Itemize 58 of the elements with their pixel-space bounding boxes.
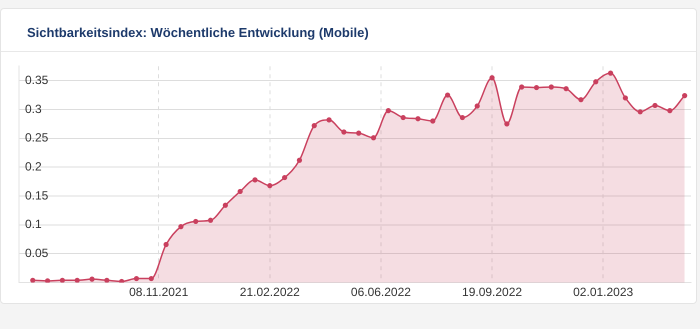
point xyxy=(400,114,406,120)
point xyxy=(415,116,421,122)
x-tick-label: 21.02.2022 xyxy=(240,285,300,300)
y-tick-label: 0.05 xyxy=(25,246,49,260)
point xyxy=(267,183,272,188)
point xyxy=(238,188,243,194)
point xyxy=(341,129,346,135)
point xyxy=(326,117,332,122)
point xyxy=(638,109,643,114)
point xyxy=(134,276,140,282)
point xyxy=(534,84,540,90)
point xyxy=(564,86,569,92)
point xyxy=(104,278,110,283)
point xyxy=(44,278,50,283)
point xyxy=(252,177,258,182)
y-tick-label: 0.25 xyxy=(25,130,49,145)
point xyxy=(312,123,317,128)
point xyxy=(148,276,154,282)
point xyxy=(356,130,362,136)
y-tick-label: 0.1 xyxy=(25,217,42,232)
x-tick-label: 02.01.2023 xyxy=(573,285,634,300)
x-tick-label: 08.11.2021 xyxy=(129,285,189,300)
y-tick-label: 0.15 xyxy=(25,188,49,202)
y-tick-label: 0.35 xyxy=(25,72,49,87)
point xyxy=(282,174,288,180)
point xyxy=(89,276,95,282)
point xyxy=(430,118,436,124)
point xyxy=(504,121,510,127)
x-tick-label: 06.06.2022 xyxy=(350,285,412,300)
point xyxy=(370,135,376,140)
point xyxy=(519,84,524,90)
point xyxy=(593,79,598,84)
point xyxy=(608,70,614,76)
point xyxy=(622,95,628,101)
point xyxy=(548,84,554,90)
point xyxy=(74,278,80,283)
point xyxy=(30,278,36,283)
point xyxy=(578,97,584,102)
point xyxy=(296,158,302,163)
y-tick-label: 0.2 xyxy=(25,160,42,174)
point xyxy=(208,218,214,223)
point xyxy=(178,224,184,230)
point xyxy=(193,218,198,224)
point xyxy=(60,278,65,283)
point xyxy=(682,93,688,98)
point xyxy=(667,108,672,114)
y-tick-label: 0.3 xyxy=(25,102,42,116)
point xyxy=(474,103,480,109)
point xyxy=(222,202,228,208)
point xyxy=(119,278,124,283)
chart-title: Sichtbarkeitsindex: Wöchentliche Entwicklung (Mobile) xyxy=(27,25,369,40)
point xyxy=(386,108,391,114)
point xyxy=(164,242,169,248)
point xyxy=(652,102,658,108)
point xyxy=(460,114,466,120)
x-tick-label: 19.09.2022 xyxy=(462,285,522,300)
point xyxy=(489,75,495,80)
point xyxy=(445,92,450,98)
